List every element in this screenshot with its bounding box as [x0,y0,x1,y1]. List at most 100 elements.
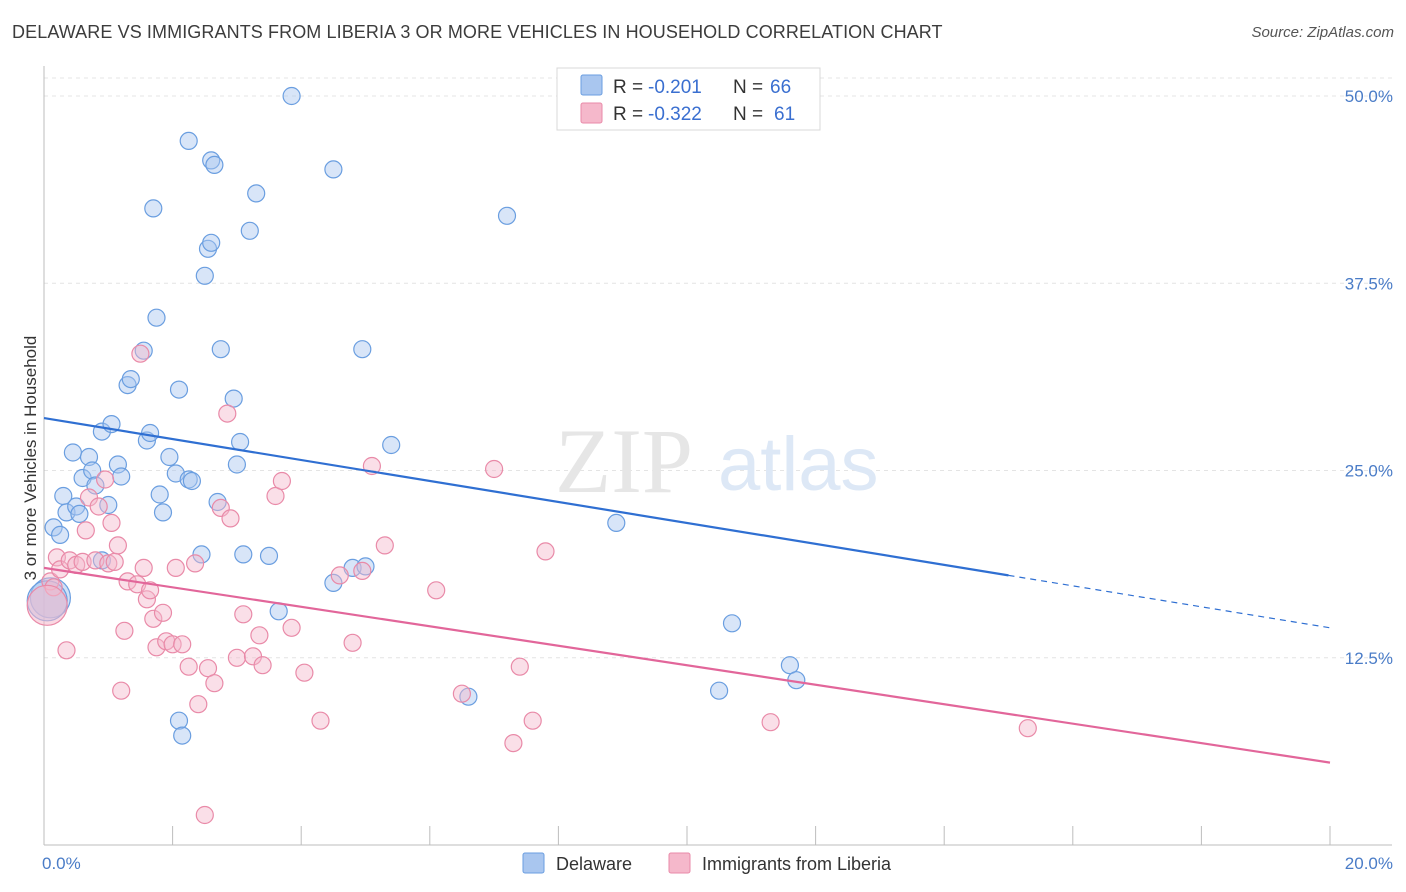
data-point [144,199,163,218]
data-point [247,184,266,203]
data-point [353,561,372,581]
legend-r-label-liberia: R = [613,104,643,125]
grid-lines [44,77,1392,659]
y-tick-labels: 12.5% 25.0% 37.5% 50.0% [1345,87,1393,668]
data-point [523,711,542,730]
correlation-legend: R = -0.201 N = 66 R = -0.322 N = 61 [556,67,821,131]
data-point [105,552,124,572]
data-point [89,497,108,516]
data-point [497,206,517,225]
data-point [227,455,246,474]
data-point [70,504,89,524]
legend-n-value-delaware: 66 [770,77,791,98]
trend-line-1 [43,566,1331,764]
data-point [452,684,471,703]
series-liberia-points [26,344,1037,825]
data-point [231,432,250,452]
y-tick-label: 37.5% [1345,274,1393,293]
data-point [536,542,555,561]
data-point [504,733,523,753]
data-point [375,536,394,555]
data-point [195,805,214,825]
data-point [169,380,189,399]
data-point [189,695,208,714]
data-point [282,86,301,106]
legend-n-label-delaware: N = [733,77,763,98]
data-point [427,581,446,600]
x-tick-labels: 0.0% 20.0% [42,854,1393,873]
data-point [266,486,285,506]
data-point [141,423,160,443]
trend-line-0 [43,416,1009,577]
data-point [205,155,224,174]
data-point [192,545,211,564]
data-point [179,657,198,676]
data-point [141,581,160,600]
data-point [221,509,240,528]
data-point [224,389,243,408]
data-point [112,467,131,486]
watermark-zip: ZIP [555,410,693,512]
data-point [144,609,163,628]
data-point [160,447,179,467]
data-point [324,573,343,593]
data-point [510,657,529,676]
data-point [131,344,150,363]
data-point [173,635,192,654]
legend-r-value-liberia: -0.322 [648,104,702,125]
data-point [195,266,214,285]
data-point [134,558,153,578]
legend-swatch-delaware [580,74,603,96]
bottom-legend-label-liberia: Immigrants from Liberia [702,854,892,874]
data-point [780,656,800,675]
data-point [761,713,780,732]
data-point [44,518,63,537]
watermark: ZIP atlas [555,410,879,512]
data-point [311,711,330,730]
data-point [186,554,205,573]
data-point [134,341,153,360]
data-point [282,618,301,637]
data-point [202,233,221,252]
data-point [1018,719,1037,738]
data-point [147,308,166,327]
y-axis-label: 3 or more Vehicles in Household [21,336,40,581]
data-point [218,404,237,423]
data-point [240,221,259,240]
data-point [382,435,401,455]
bottom-legend-swatch-liberia [668,852,691,874]
data-point [205,674,224,693]
data-point [115,621,134,640]
bottom-legend-label-delaware: Delaware [556,854,632,874]
series-legend: Delaware Immigrants from Liberia [522,852,892,874]
trend-lines [43,416,1331,764]
data-point [112,681,131,700]
legend-swatch-liberia [580,102,603,124]
data-point [709,681,729,700]
data-point [79,447,99,467]
data-point [95,470,115,489]
data-point [179,131,198,150]
bottom-legend-swatch-delaware [522,852,545,874]
data-point [108,536,128,555]
watermark-atlas: atlas [718,422,879,507]
data-point [211,340,230,359]
data-point [353,340,372,359]
data-point [99,495,118,515]
data-point [163,635,182,654]
data-point [50,525,70,545]
data-point [153,603,173,622]
data-point [227,648,246,667]
data-point [250,626,269,645]
source-credit: Source: ZipAtlas.com [1251,24,1394,41]
x-tick-label: 0.0% [42,854,81,873]
data-point [63,443,83,462]
x-tick-label: 20.0% [1345,854,1393,873]
data-point [324,160,343,179]
data-point [182,471,201,491]
data-point [121,370,140,389]
data-point [169,711,189,730]
data-point [76,521,95,540]
y-tick-label: 25.0% [1345,462,1393,481]
